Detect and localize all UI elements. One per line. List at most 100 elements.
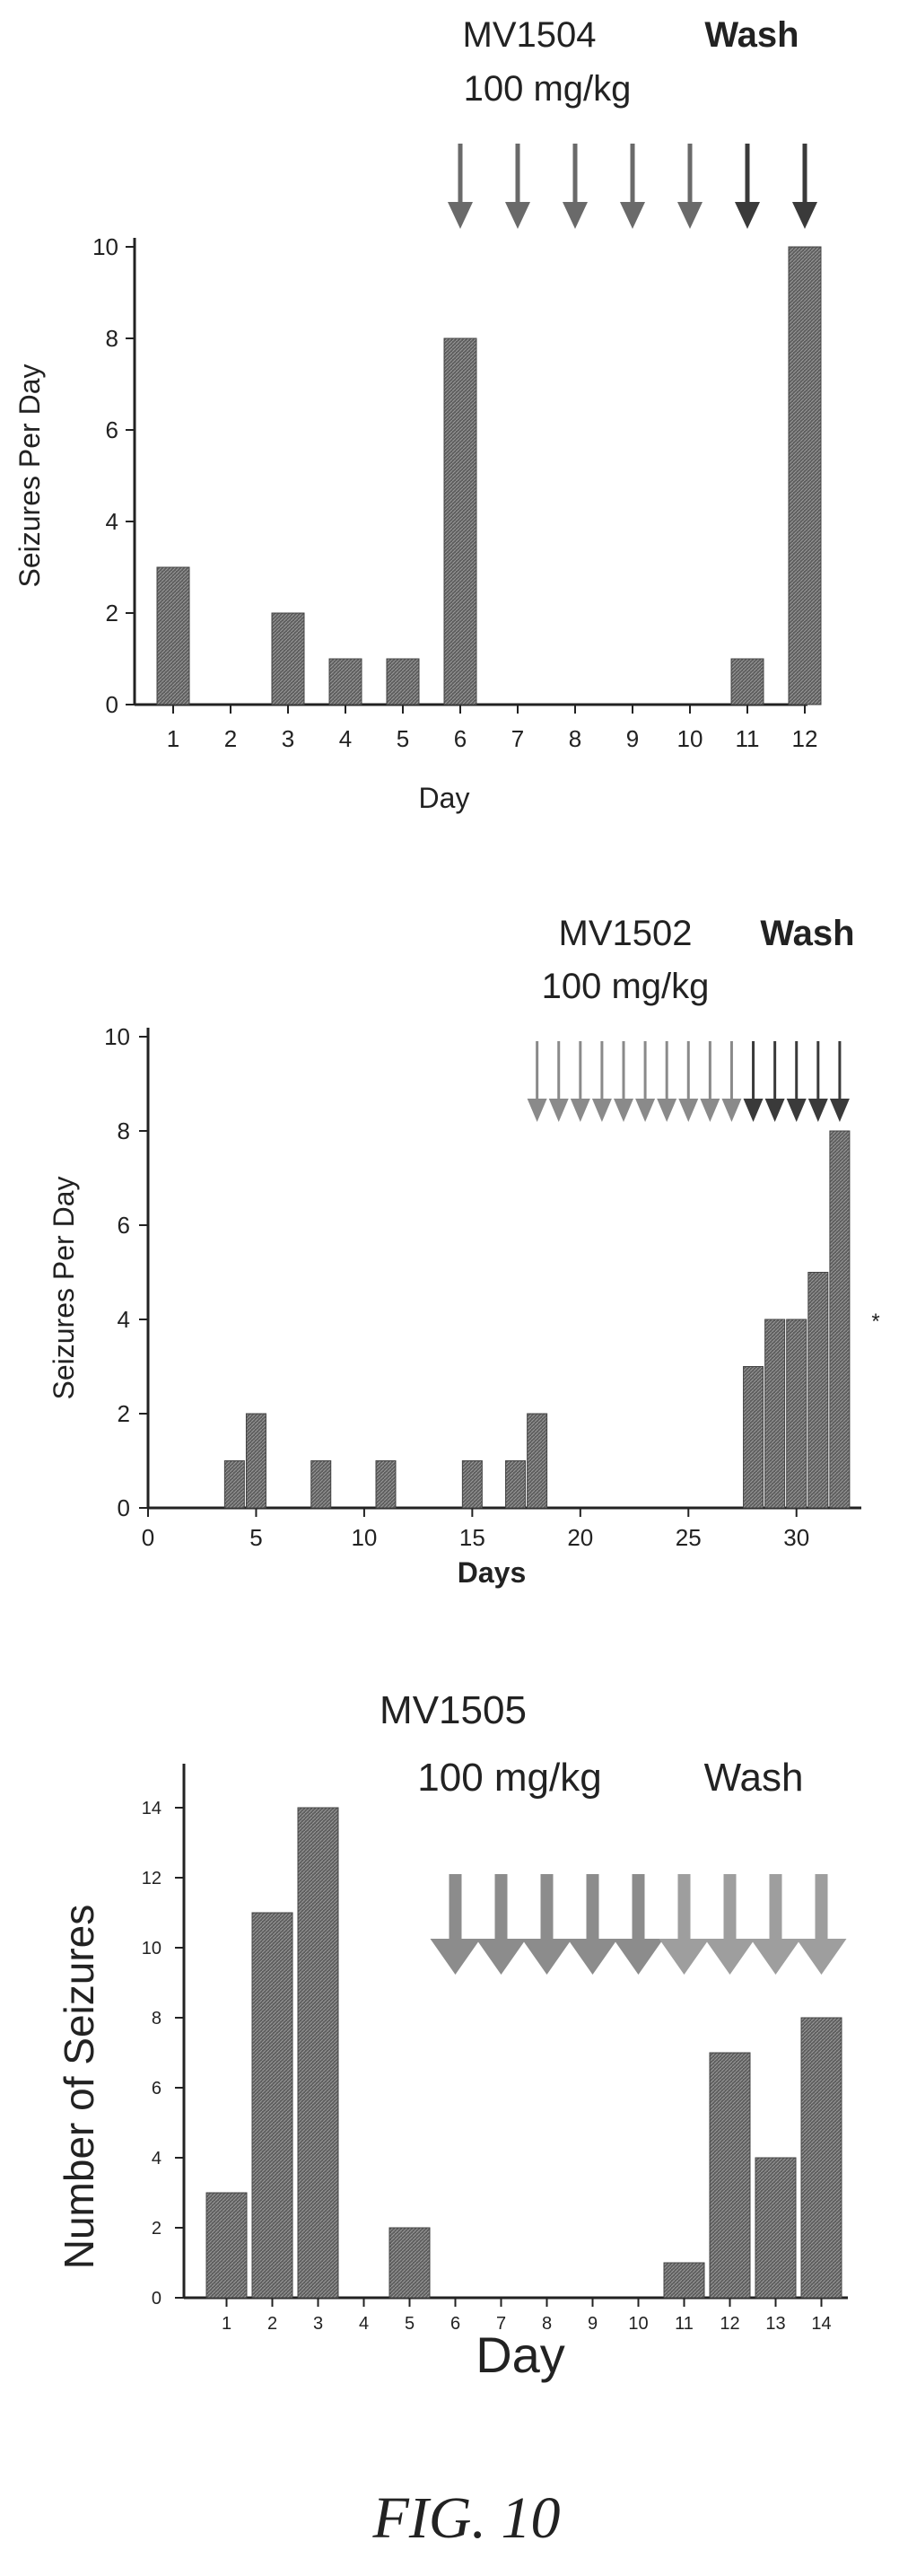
bar <box>730 658 764 705</box>
bar <box>156 566 190 705</box>
x-tick-label: 11 <box>736 725 760 752</box>
bar <box>764 1319 786 1509</box>
x-tick-label: 25 <box>676 1524 702 1551</box>
x-tick-label: 9 <box>588 2314 598 2334</box>
x-tick-label: 14 <box>811 2314 831 2334</box>
x-axis-title: Day <box>419 782 470 814</box>
bar <box>788 246 822 705</box>
x-tick-label: 6 <box>454 725 467 752</box>
dosing-arrow-head <box>570 1099 590 1122</box>
x-tick-label: 2 <box>267 2314 277 2334</box>
x-axis-title: Day <box>476 2326 565 2383</box>
y-tick-label: 12 <box>142 1869 161 1888</box>
y-axis-title: Seizures Per Day <box>13 364 46 588</box>
dosing-arrow-head <box>678 1099 699 1122</box>
x-tick-label: 1 <box>222 2314 231 2334</box>
bar <box>743 1366 764 1509</box>
bar <box>461 1460 483 1509</box>
wash-arrow-head <box>735 202 760 229</box>
dosing-arrow-head <box>448 202 473 229</box>
y-tick-label: 2 <box>106 600 118 626</box>
drug-label: MV1505 <box>380 1688 527 1732</box>
chart-panel-2: MV1502 100 mg/kg Wash Seizures Per Day D… <box>48 914 880 1589</box>
y-tick-label: 6 <box>118 1212 130 1239</box>
wash-arrow-head <box>659 1939 710 1975</box>
y-tick-label: 4 <box>152 2149 161 2169</box>
bar <box>375 1460 397 1509</box>
dosing-arrow-head <box>700 1099 720 1122</box>
dosing-arrow-head <box>721 1099 742 1122</box>
dosing-arrow-head <box>591 1099 612 1122</box>
bar <box>310 1460 332 1509</box>
x-tick-label: 9 <box>626 725 639 752</box>
dosing-arrow-head <box>527 1099 547 1122</box>
x-tick-label: 6 <box>450 2314 460 2334</box>
x-tick-label: 5 <box>405 2314 415 2334</box>
x-tick-label: 4 <box>339 725 352 752</box>
y-tick-label: 6 <box>152 2079 161 2098</box>
x-tick-label: 30 <box>783 1524 809 1551</box>
dosing-arrow-head <box>614 1099 633 1122</box>
bar <box>271 612 305 705</box>
x-tick-label: 2 <box>224 725 237 752</box>
x-tick-label: 12 <box>720 2314 739 2334</box>
drug-label: MV1502 <box>559 914 693 953</box>
dosing-arrow-head <box>521 1939 572 1975</box>
figure-caption: FIG. 10 <box>372 2485 561 2551</box>
bar <box>829 1130 851 1509</box>
wash-arrow-head <box>764 1099 785 1122</box>
y-tick-label: 8 <box>118 1117 130 1144</box>
y-tick-label: 10 <box>92 233 118 260</box>
dose-label: 100 mg/kg <box>464 69 632 109</box>
dosing-arrow-head <box>657 1099 677 1122</box>
y-tick-label: 10 <box>142 1939 161 1958</box>
bar <box>245 1413 266 1509</box>
y-tick-label: 2 <box>118 1400 130 1427</box>
x-tick-label: 7 <box>496 2314 506 2334</box>
wash-label: Wash <box>760 914 854 953</box>
y-tick-label: 4 <box>106 508 118 535</box>
x-axis-title: Days <box>458 1556 527 1589</box>
bar <box>663 2262 705 2299</box>
bar <box>388 2227 431 2299</box>
x-tick-label: 10 <box>351 1524 377 1551</box>
bar <box>755 2157 797 2299</box>
y-axis-title: Seizures Per Day <box>48 1177 80 1400</box>
wash-arrow-head <box>786 1099 807 1122</box>
wash-arrow-head <box>807 1099 828 1122</box>
bar <box>251 1912 293 2299</box>
bar <box>786 1319 807 1509</box>
x-tick-label: 13 <box>765 2314 785 2334</box>
x-tick-label: 8 <box>569 725 581 752</box>
y-tick-label: 14 <box>142 1799 161 1818</box>
chart-panel-1: MV1504 100 mg/kg Wash Seizures Per Day D… <box>13 15 822 814</box>
x-tick-label: 8 <box>542 2314 552 2334</box>
dosing-arrow-head <box>677 202 703 229</box>
dosing-arrow-head <box>430 1939 481 1975</box>
x-tick-label: 7 <box>511 725 524 752</box>
dosing-arrow-head <box>567 1939 618 1975</box>
bar <box>443 337 477 705</box>
y-axis-title: Number of Seizures <box>56 1905 102 2270</box>
y-tick-label: 2 <box>152 2219 161 2239</box>
wash-label: Wash <box>704 1756 804 1800</box>
x-tick-label: 3 <box>313 2314 323 2334</box>
y-tick-label: 6 <box>106 416 118 443</box>
x-tick-label: 15 <box>459 1524 485 1551</box>
y-tick-label: 8 <box>106 325 118 352</box>
bar <box>386 658 420 705</box>
drug-label: MV1504 <box>463 15 597 55</box>
y-tick-label: 0 <box>152 2289 161 2309</box>
x-tick-label: 11 <box>675 2314 694 2334</box>
dose-label: 100 mg/kg <box>417 1756 601 1800</box>
bar <box>709 2052 751 2299</box>
plot-area: 0 2 4 6 8 10 0 5 10 15 20 25 30 <box>104 1023 861 1551</box>
bar <box>205 2192 248 2299</box>
wash-arrow-head <box>704 1939 755 1975</box>
x-tick-label: 5 <box>249 1524 262 1551</box>
x-tick-label: 0 <box>142 1524 154 1551</box>
x-tick-label: 4 <box>359 2314 369 2334</box>
